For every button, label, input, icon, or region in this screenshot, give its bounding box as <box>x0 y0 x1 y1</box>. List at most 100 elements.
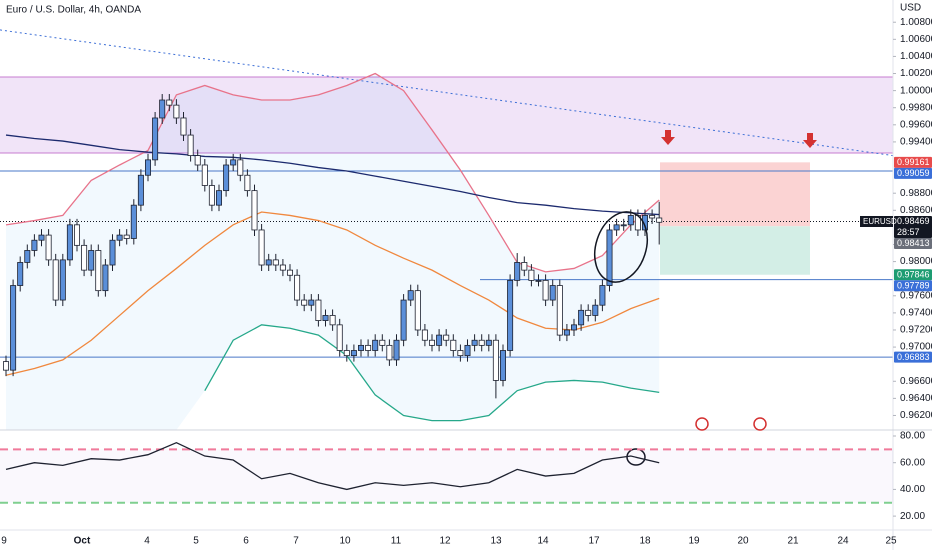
candle-body <box>74 224 81 246</box>
rsi-tick-label: 40.00 <box>900 484 925 495</box>
symbol-tag-label: EURUSD <box>863 217 897 226</box>
x-tick-label: 9 <box>1 536 7 547</box>
candle-body <box>514 262 521 281</box>
trendline <box>0 29 894 157</box>
candle-body <box>428 339 435 346</box>
x-tick-label: 4 <box>144 536 150 547</box>
candle-body <box>38 234 45 241</box>
candle-body <box>357 344 364 351</box>
candle-body <box>31 239 38 251</box>
candle-body <box>606 229 613 286</box>
candle-body <box>272 259 279 266</box>
overlay-line <box>5 134 660 216</box>
candle-body <box>137 174 144 206</box>
candle-body <box>372 339 379 351</box>
target-zone <box>660 226 810 275</box>
candle-body <box>10 285 17 371</box>
candle-body <box>279 264 286 271</box>
candle-body <box>571 324 578 331</box>
candle-body <box>592 304 599 316</box>
x-tick-label: 17 <box>588 536 600 547</box>
candle-body <box>301 299 308 306</box>
candle-body <box>123 234 130 239</box>
candle-body <box>521 262 528 271</box>
candle-body <box>528 269 535 281</box>
x-tick-label: 21 <box>787 536 799 547</box>
highlight-ellipse <box>593 211 649 283</box>
down-arrow <box>661 130 675 145</box>
x-tick-label: 6 <box>243 536 249 547</box>
candle-body <box>457 350 464 357</box>
candle-body <box>102 264 109 292</box>
rsi-line <box>5 441 660 491</box>
price-tag <box>894 167 932 179</box>
candle-body <box>251 190 258 231</box>
candle-body <box>144 159 151 176</box>
x-tick-label: 25 <box>885 536 897 547</box>
candle-body <box>642 215 649 231</box>
candle-body <box>329 315 336 326</box>
candle-body <box>201 164 208 186</box>
candle-body <box>173 104 180 119</box>
candle-body <box>187 134 194 156</box>
candle-body <box>535 279 542 282</box>
down-arrow <box>803 133 817 148</box>
candle-body <box>492 339 499 381</box>
candle-body <box>343 350 350 357</box>
x-tick-label: 24 <box>837 536 849 547</box>
candle-body <box>627 215 634 226</box>
currency-label: USD <box>900 3 921 14</box>
candle-body <box>208 185 215 206</box>
candle-body <box>365 344 372 351</box>
candle-body <box>258 229 265 266</box>
y-tick-label: 1.00600 <box>900 34 932 45</box>
price-countdown: 28:57 <box>897 227 920 237</box>
candle-body <box>223 164 230 192</box>
candle-body <box>230 159 237 166</box>
price-tag <box>894 237 932 249</box>
candle-body <box>407 290 414 301</box>
candle-body <box>563 329 570 336</box>
candle-body <box>585 309 592 316</box>
candle-body <box>66 224 73 261</box>
stop-zone <box>660 162 810 227</box>
candle-body <box>265 259 272 266</box>
x-tick-label: Oct <box>74 536 91 547</box>
candle-body <box>159 99 166 119</box>
x-tick-label: 5 <box>193 536 199 547</box>
candle-body <box>322 315 329 321</box>
candle-body <box>95 250 102 292</box>
price-tag-label: 0.97789 <box>897 280 930 290</box>
y-tick-label: 1.00800 <box>900 17 932 28</box>
price-tag-label: 0.98413 <box>897 238 930 248</box>
candle-body <box>656 217 663 223</box>
rsi-band <box>0 449 893 503</box>
candle-body <box>315 299 322 321</box>
x-tick-label: 10 <box>339 536 351 547</box>
candle-body <box>464 344 471 357</box>
y-tick-label: 1.00400 <box>900 51 932 62</box>
x-tick-label: 14 <box>537 536 549 547</box>
overlay-line <box>5 211 660 376</box>
candle-body <box>578 309 585 326</box>
candle-body <box>471 339 478 346</box>
candle-body <box>3 361 9 371</box>
candle-body <box>620 224 627 227</box>
candle-body <box>237 159 244 176</box>
candle-body <box>350 350 357 357</box>
candle-body <box>499 350 506 381</box>
event-flag[interactable] <box>695 417 709 431</box>
x-tick-label: 12 <box>439 536 451 547</box>
y-tick-label: 1.00200 <box>900 68 932 79</box>
price-tag-label: 0.98469 <box>897 216 930 226</box>
x-tick-label: 13 <box>490 536 502 547</box>
event-flag[interactable] <box>753 417 767 431</box>
candle-body <box>81 244 88 271</box>
